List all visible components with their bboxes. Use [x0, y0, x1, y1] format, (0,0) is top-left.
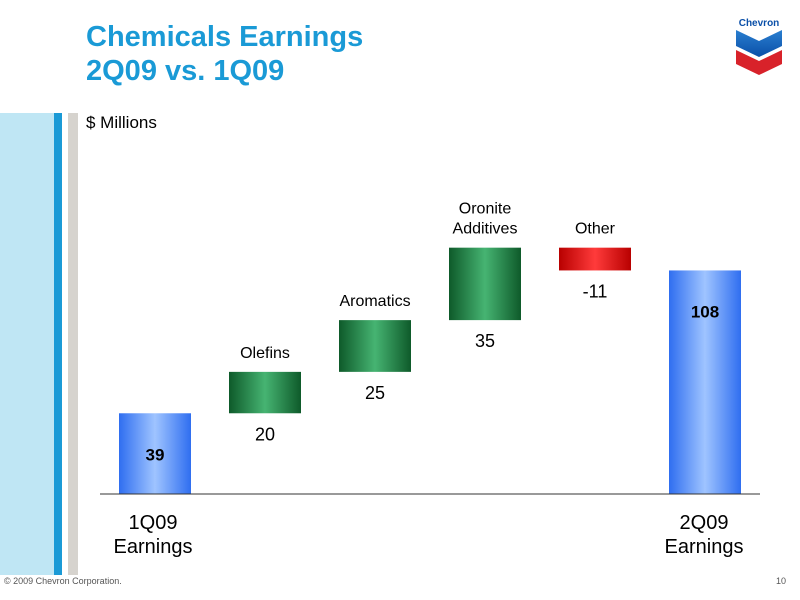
category-label-aromatics: Aromatics — [339, 293, 410, 310]
bar-other — [559, 247, 631, 271]
value-label-oronite-additives: 35 — [475, 331, 495, 351]
bar-oronite-additives — [449, 247, 521, 321]
value-label-other: -11 — [583, 281, 608, 301]
slide-title: Chemicals Earnings 2Q09 vs. 1Q09 — [86, 20, 363, 88]
bar-aromatics — [339, 320, 411, 372]
bar-1q09-earnings — [119, 413, 191, 494]
value-label-2q09-earnings: 108 — [691, 302, 719, 321]
category-label-1q09: 1Q09 Earnings — [93, 511, 213, 559]
value-label-olefins: 20 — [255, 424, 275, 444]
side-panel — [0, 113, 54, 575]
bar-2q09-earnings — [669, 270, 741, 494]
category-label-oronite-additives-line1: Oronite — [459, 201, 512, 218]
copyright-footer: © 2009 Chevron Corporation. — [4, 576, 122, 586]
category-label-2q09: 2Q09 Earnings — [644, 511, 764, 559]
category-label-1q09-line2: Earnings — [113, 536, 193, 558]
category-label-1q09-line1: 1Q09 — [128, 512, 178, 534]
value-label-aromatics: 25 — [365, 383, 385, 403]
category-label-other: Other — [575, 221, 616, 238]
chevron-logo: Chevron — [732, 14, 786, 76]
category-label-2q09-line2: Earnings — [664, 536, 744, 558]
bar-olefins — [229, 371, 301, 414]
title-line-1: Chemicals Earnings — [86, 21, 364, 53]
page-number: 10 — [775, 576, 786, 586]
logo-text: Chevron — [739, 18, 780, 29]
y-axis-units-label: $ Millions — [86, 113, 157, 132]
side-stripe-gray — [68, 113, 78, 575]
category-label-olefins: Olefins — [240, 345, 290, 362]
category-label-2q09-line1: 2Q09 — [679, 512, 729, 534]
category-label-oronite-additives-line2: Additives — [453, 221, 518, 238]
title-line-2: 2Q09 vs. 1Q09 — [86, 55, 285, 87]
value-label-1q09-earnings: 39 — [146, 445, 165, 464]
side-stripe-blue — [54, 113, 62, 575]
